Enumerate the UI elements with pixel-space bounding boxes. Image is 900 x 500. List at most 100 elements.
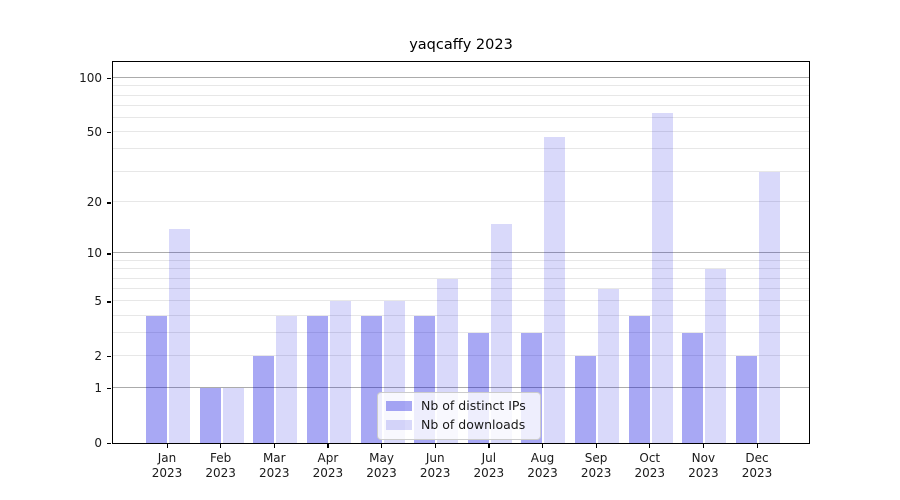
x-tick-label-line: Feb [210, 451, 232, 465]
x-tick-label: Feb 2023 [185, 451, 257, 481]
y-tick-label: 0 [94, 436, 102, 450]
x-tick-label-line: Jan [157, 451, 177, 465]
bar-downloads [598, 289, 620, 443]
x-tick-mark [381, 444, 383, 448]
gridline-minor [113, 201, 809, 203]
gridline-minor [113, 288, 809, 290]
bar-downloads [276, 315, 298, 443]
x-tick-label-line: Oct [639, 451, 661, 465]
bar-downloads [169, 228, 190, 443]
legend-label-distinct-ips: Nb of distinct IPs [421, 398, 526, 413]
x-tick-label-line: Sep [584, 451, 608, 465]
gridline-minor [113, 148, 809, 150]
x-tick-label-line: Mar [262, 451, 286, 465]
gridline-minor [113, 332, 809, 334]
gridline-minor [113, 314, 809, 316]
x-tick-mark [541, 444, 544, 448]
gridline-minor [113, 277, 809, 279]
x-tick-label: Jan 2023 [131, 451, 203, 481]
x-tick-label-line: 2023 [473, 466, 505, 480]
y-tick-label: 10 [86, 246, 102, 261]
bar-downloads [544, 137, 566, 443]
x-tick-mark [488, 444, 490, 448]
gridline-major [113, 387, 809, 389]
x-tick-label-line: 2023 [527, 466, 558, 480]
x-tick-label: Apr 2023 [292, 451, 364, 481]
x-tick-label-line: 2023 [366, 466, 397, 480]
bar-distinct-ips [253, 356, 275, 443]
x-tick-label-line: 2023 [419, 466, 451, 480]
bar-distinct-ips [360, 315, 382, 443]
bar-distinct-ips [682, 333, 704, 443]
y-tick-label: 1 [94, 381, 102, 396]
x-tick-label-line: 2023 [741, 466, 773, 480]
legend: Nb of distinct IPs Nb of downloads [377, 392, 541, 440]
x-tick-label: Oct 2023 [614, 451, 686, 481]
x-tick-label-line: 2023 [151, 466, 183, 480]
y-tick-label: 2 [94, 349, 102, 364]
bar-downloads [329, 301, 351, 443]
gridline-minor [113, 105, 809, 107]
bar-downloads [651, 113, 673, 443]
y-tick-mark [107, 301, 111, 303]
y-tick-mark [107, 132, 111, 134]
bar-distinct-ips [146, 315, 167, 443]
bar-downloads [490, 223, 512, 443]
gridline-minor [113, 170, 809, 172]
legend-swatch-downloads [386, 420, 412, 430]
x-tick-label-line: Apr [317, 451, 339, 465]
y-tick-mark [107, 388, 111, 390]
y-tick-mark [107, 78, 111, 80]
legend-item-downloads: Nb of downloads [386, 417, 531, 433]
x-tick-label: Aug 2023 [506, 451, 578, 481]
y-tick-label: 5 [94, 294, 102, 309]
x-tick-mark [649, 444, 651, 448]
bar-distinct-ips [628, 315, 650, 443]
chart-title: yaqcaffy 2023 [409, 37, 513, 53]
x-tick-mark [327, 444, 329, 448]
bar-distinct-ips [736, 356, 758, 443]
bar-downloads [222, 388, 244, 443]
x-tick-label: Nov 2023 [667, 451, 739, 481]
gridline-minor [113, 260, 809, 261]
x-tick-label: Jul 2023 [453, 451, 525, 481]
x-tick-mark [220, 444, 222, 448]
x-tick-label-line: 2023 [258, 466, 290, 480]
y-tick-mark [107, 253, 111, 255]
gridline-minor [113, 355, 809, 357]
gridline-minor [113, 117, 809, 119]
legend-swatch-distinct-ips [386, 401, 412, 411]
x-tick-mark [166, 444, 168, 448]
x-tick-label-line: Dec [745, 451, 769, 465]
x-tick-mark [434, 444, 436, 448]
x-tick-mark [756, 444, 758, 448]
plot-area [112, 61, 810, 444]
x-tick-label-line: 2023 [312, 466, 344, 480]
y-tick-label: 20 [86, 195, 102, 210]
y-tick-mark [107, 443, 111, 445]
bar-downloads [759, 171, 781, 443]
x-tick-label-line: Jul [481, 451, 497, 465]
legend-item-distinct-ips: Nb of distinct IPs [386, 398, 531, 414]
gridline-minor [113, 268, 809, 270]
x-tick-label: Mar 2023 [238, 451, 310, 481]
y-tick-label: 100 [79, 71, 102, 86]
x-tick-label-line: Jun [425, 451, 445, 465]
x-tick-label: Sep 2023 [560, 451, 632, 481]
x-tick-mark [273, 444, 275, 448]
x-tick-label-line: Nov [691, 451, 716, 465]
gridline-minor [113, 85, 809, 87]
gridline-major [113, 252, 809, 254]
x-tick-label-line: Aug [530, 451, 555, 465]
bar-downloads [705, 269, 727, 443]
bar-distinct-ips [199, 388, 221, 443]
x-tick-label: Jun 2023 [399, 451, 471, 481]
y-tick-label: 50 [86, 125, 102, 140]
x-tick-mark [595, 444, 597, 448]
x-tick-mark [702, 444, 705, 448]
y-tick-mark [107, 202, 111, 204]
x-tick-label-line: 2023 [688, 466, 719, 480]
gridline-minor [113, 131, 809, 133]
x-tick-label-line: May [369, 451, 394, 465]
